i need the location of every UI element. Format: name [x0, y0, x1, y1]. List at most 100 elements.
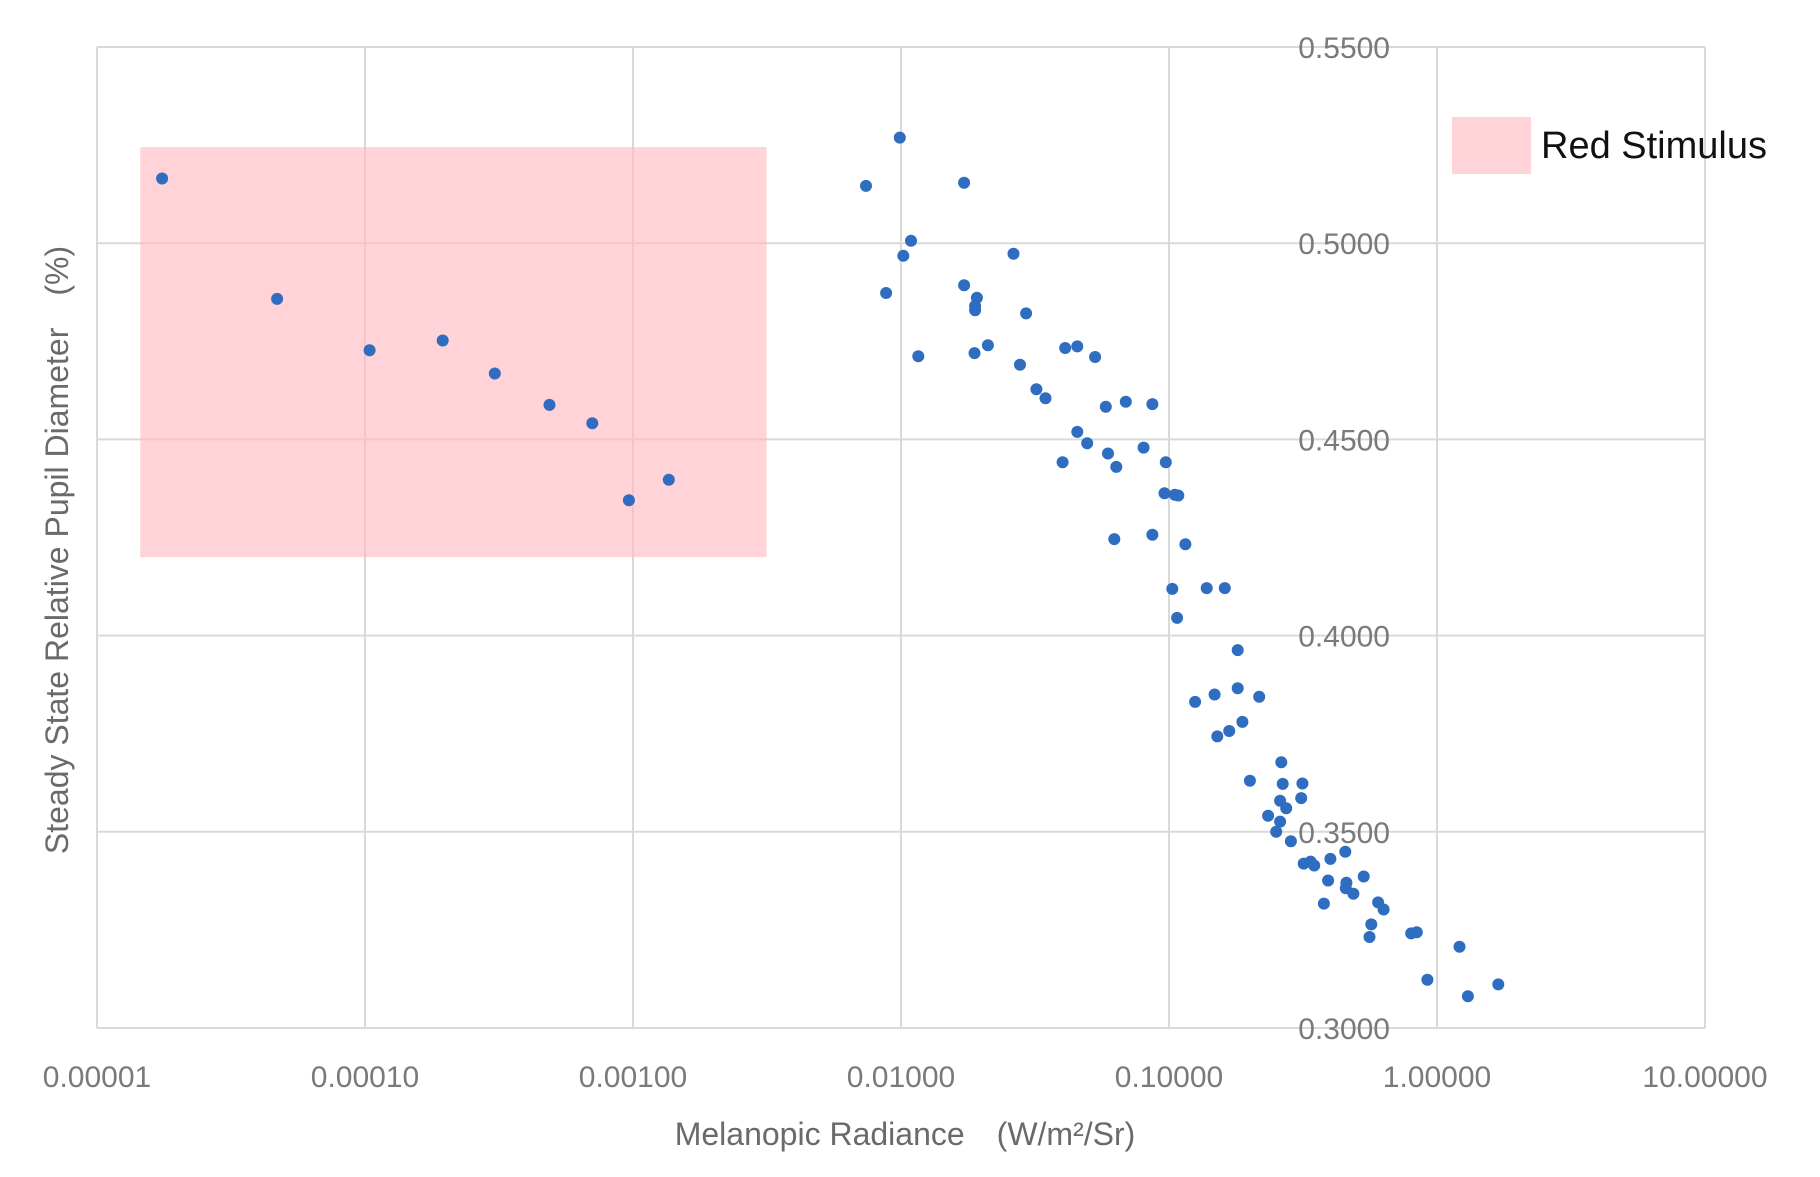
- data-point: [1253, 690, 1266, 703]
- y-axis-title: Steady State Relative Pupil Diameter (%): [39, 246, 75, 854]
- x-tick-labels: 0.00001 0.00010 0.00100 0.01000 0.10000 1.000…: [43, 1061, 1768, 1094]
- data-point: [1007, 247, 1020, 260]
- data-point: [1284, 835, 1297, 848]
- x-axis-title: Melanopic Radiance (W/m²/Sr): [675, 1116, 1136, 1152]
- data-point: [958, 279, 971, 292]
- data-point: [363, 344, 376, 357]
- data-point: [905, 234, 917, 247]
- data-point: [436, 334, 449, 347]
- data-point: [1189, 695, 1202, 708]
- data-point: [1223, 725, 1236, 737]
- data-point: [1200, 582, 1213, 595]
- y-tick-labels: 0.3000 0.3500 0.4000 0.4500 0.5000 0.5500: [1298, 32, 1390, 1046]
- data-point: [1275, 756, 1288, 769]
- x-tick-label: 0.01000: [847, 1061, 955, 1094]
- data-point: [1280, 802, 1293, 815]
- data-point: [897, 249, 910, 262]
- data-point: [1296, 777, 1309, 790]
- x-tick-label: 0.00010: [311, 1061, 419, 1094]
- data-point: [1421, 973, 1434, 986]
- data-point: [912, 350, 925, 363]
- y-tick-label: 0.5500: [1298, 32, 1390, 65]
- data-point: [1295, 792, 1308, 805]
- data-point: [1081, 437, 1094, 450]
- data-point: [1317, 897, 1330, 910]
- data-point: [1102, 447, 1114, 460]
- data-point: [586, 417, 599, 430]
- data-point: [1218, 582, 1231, 595]
- data-point: [1270, 825, 1283, 838]
- data-point: [543, 398, 556, 411]
- data-point: [1172, 489, 1185, 502]
- data-point: [1171, 611, 1184, 624]
- data-point: [1146, 528, 1159, 541]
- data-point: [1276, 777, 1289, 790]
- y-tick-label: 0.3000: [1298, 1013, 1390, 1046]
- data-point: [1056, 456, 1069, 469]
- legend: Red Stimulus: [1452, 117, 1767, 174]
- data-point: [1231, 644, 1244, 657]
- data-point: [1159, 456, 1172, 469]
- data-point: [1365, 918, 1378, 931]
- data-point: [1243, 774, 1256, 787]
- data-point: [968, 347, 981, 360]
- data-point: [1347, 887, 1360, 900]
- data-point: [1461, 990, 1474, 1003]
- data-point: [1059, 342, 1072, 354]
- legend-swatch: [1452, 117, 1531, 174]
- red-stimulus-region: [140, 147, 767, 558]
- data-point: [1166, 582, 1179, 595]
- data-point: [1231, 682, 1244, 695]
- data-point: [1071, 340, 1084, 353]
- x-tick-label: 0.00100: [579, 1061, 687, 1094]
- data-point: [488, 367, 501, 380]
- data-point: [622, 494, 635, 507]
- data-point: [156, 172, 169, 185]
- x-tick-label: 0.00001: [43, 1061, 151, 1094]
- data-point: [1363, 931, 1376, 943]
- data-point: [1158, 487, 1171, 500]
- data-point: [1108, 533, 1121, 546]
- data-point: [1020, 307, 1033, 320]
- data-point: [1089, 351, 1102, 363]
- data-point: [1492, 978, 1505, 991]
- data-point: [981, 339, 994, 352]
- data-point: [1410, 926, 1423, 939]
- data-point: [958, 176, 971, 189]
- data-point: [271, 292, 284, 305]
- data-point: [1039, 392, 1052, 405]
- data-point: [1453, 940, 1466, 953]
- data-point: [1030, 383, 1043, 396]
- data-point: [1146, 398, 1159, 411]
- data-point: [880, 287, 893, 299]
- data-point: [662, 473, 675, 486]
- x-tick-label: 0.10000: [1115, 1061, 1223, 1094]
- data-point: [860, 179, 872, 192]
- data-point: [969, 304, 982, 317]
- x-tick-label: 10.00000: [1642, 1061, 1767, 1094]
- data-point: [1322, 874, 1335, 887]
- legend-label: Red Stimulus: [1541, 125, 1767, 167]
- y-tick-label: 0.3500: [1298, 817, 1390, 850]
- data-point: [1274, 815, 1287, 828]
- data-point: [1208, 688, 1221, 701]
- data-point: [893, 131, 906, 144]
- x-tick-label: 1.00000: [1383, 1061, 1491, 1094]
- data-point: [1357, 870, 1370, 883]
- data-point: [1324, 852, 1337, 865]
- points-layer: [156, 131, 1505, 1003]
- data-point: [1377, 903, 1390, 916]
- data-point: [1014, 358, 1026, 371]
- data-point: [1339, 845, 1352, 858]
- y-tick-label: 0.4000: [1298, 621, 1390, 654]
- data-point: [1211, 730, 1224, 743]
- data-point: [1119, 395, 1132, 408]
- data-point: [1308, 859, 1321, 872]
- y-tick-label: 0.5000: [1298, 228, 1390, 261]
- data-point: [1262, 809, 1275, 822]
- data-point: [1236, 715, 1249, 728]
- y-tick-label: 0.4500: [1298, 424, 1390, 457]
- data-point: [1071, 425, 1084, 438]
- data-point: [1179, 538, 1192, 551]
